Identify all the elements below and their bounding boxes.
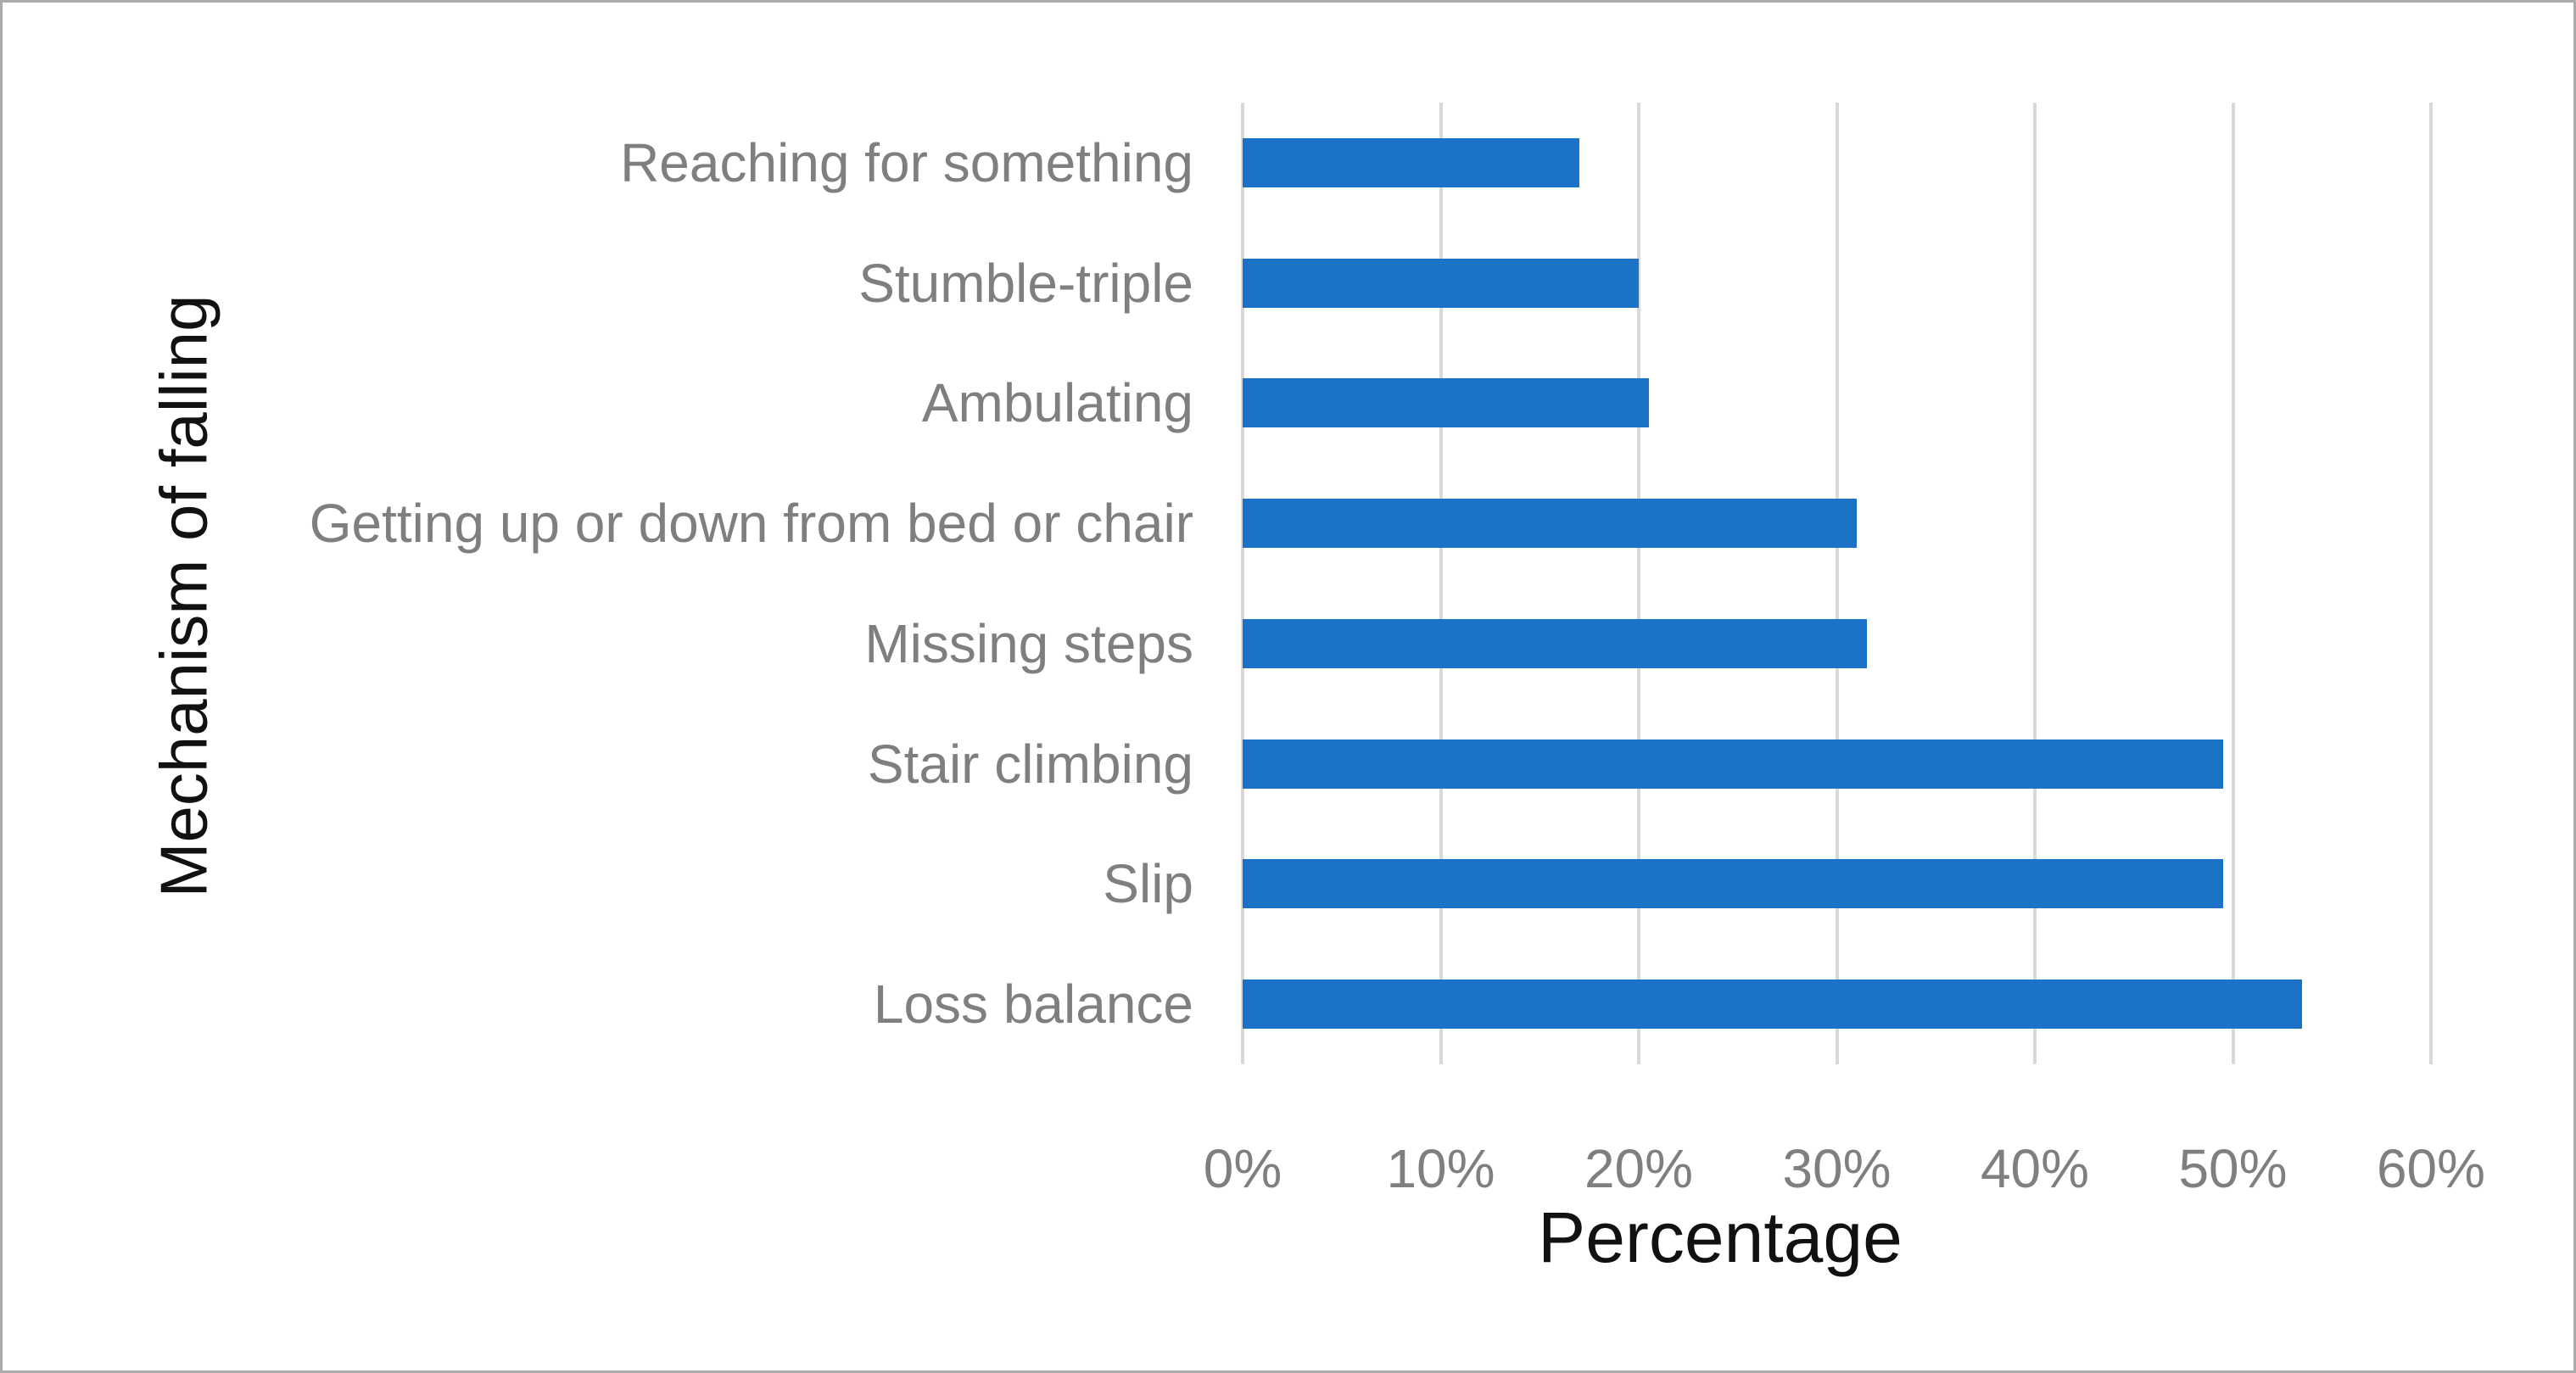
bar	[1243, 859, 2223, 909]
x-tick-label: 0%	[1203, 1138, 1282, 1199]
gridline-30	[1835, 103, 1839, 1064]
category-label: Missing steps	[864, 612, 1193, 674]
gridline-10	[1439, 103, 1443, 1064]
x-tick-label: 10%	[1386, 1138, 1495, 1199]
bar-row	[1243, 463, 2431, 583]
gridline-20	[1637, 103, 1640, 1064]
gridline-50	[2231, 103, 2235, 1064]
category-label: Reaching for something	[620, 131, 1193, 193]
category-label: Getting up or down from bed or chair	[309, 493, 1193, 555]
category-axis-labels: Reaching for something Stumble-triple Ambu…	[3, 103, 1193, 1064]
x-axis-tick-labels: 0% 10% 20% 30% 40% 50% 60%	[1204, 1137, 2485, 1205]
bar	[1243, 980, 2303, 1030]
category-label: Stumble-triple	[858, 252, 1193, 314]
bar-row	[1243, 103, 2431, 223]
x-tick-label: 60%	[2376, 1138, 2486, 1199]
plot-area	[1241, 103, 2433, 1064]
x-tick-label: 30%	[1782, 1138, 1891, 1199]
bar	[1243, 378, 1649, 428]
x-axis-title: Percentage	[1538, 1197, 1903, 1277]
x-tick-label: 50%	[2178, 1138, 2288, 1199]
category-label: Loss balance	[873, 974, 1193, 1035]
bar-row	[1243, 343, 2431, 464]
category-label: Ambulating	[921, 372, 1193, 434]
bar-row	[1243, 944, 2431, 1064]
gridlines	[1241, 103, 2433, 1064]
gridline-0	[1241, 103, 1244, 1064]
bar-series	[1243, 103, 2431, 1064]
category-label: Stair climbing	[867, 733, 1193, 795]
bar	[1243, 137, 1579, 187]
bar-row	[1243, 223, 2431, 343]
bar	[1243, 499, 1857, 549]
bar	[1243, 618, 1867, 668]
category-label: Slip	[1103, 853, 1193, 915]
bar-row	[1243, 583, 2431, 704]
bar	[1243, 258, 1639, 308]
bar-row	[1243, 704, 2431, 824]
bar-row	[1243, 824, 2431, 945]
bar	[1243, 739, 2223, 789]
gridline-40	[2033, 103, 2037, 1064]
gridline-60	[2429, 103, 2433, 1064]
x-tick-label: 40%	[1980, 1138, 2090, 1199]
x-tick-label: 20%	[1584, 1138, 1694, 1199]
